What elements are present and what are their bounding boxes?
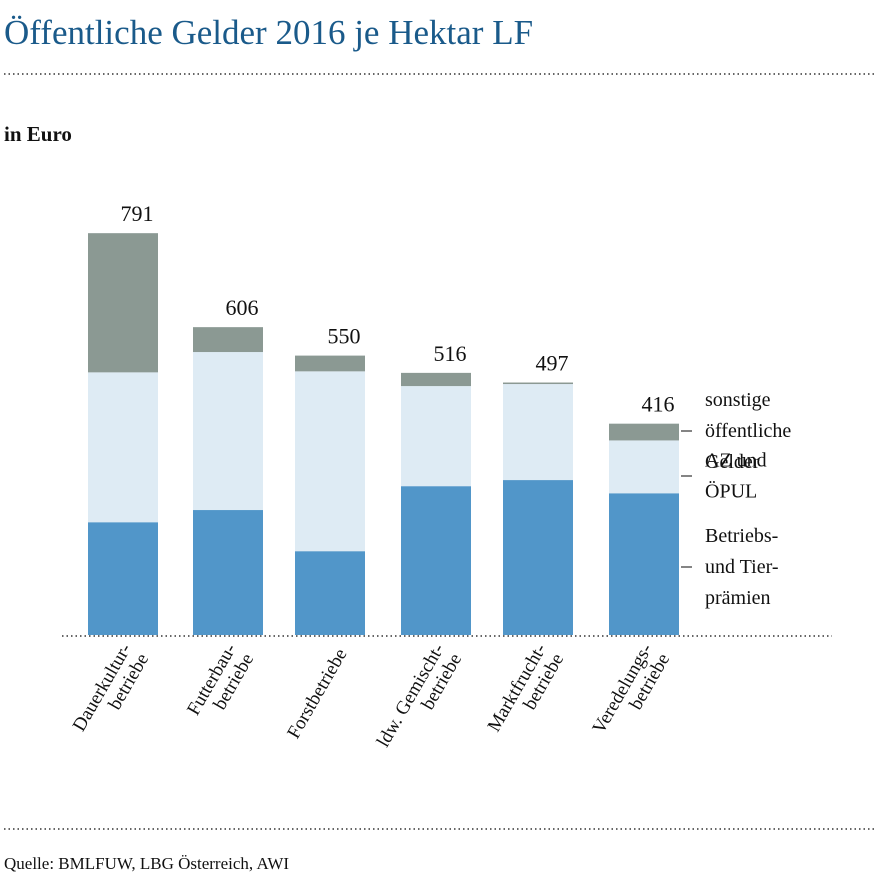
bar-segment [503,382,573,385]
bar-segment [503,480,573,635]
bar-segment [88,372,158,523]
bar-segment [193,352,263,511]
bar-segment [401,486,471,635]
x-tick-label: Futterbau-betriebe [183,640,258,729]
total-label: 606 [226,295,259,320]
chart-title: Öffentliche Gelder 2016 je Hektar LF [4,13,533,52]
x-tick-label: Forstbetriebe [283,645,351,742]
bar-segment [193,510,263,635]
bar-segment [193,327,263,353]
x-tick-label: ldw. Gemischt-betriebe [373,640,466,761]
total-label: 550 [328,324,361,349]
legend-label: ÖPUL [705,480,757,503]
bar-segment [609,423,679,441]
legend-label: sonstige [705,389,771,411]
bar-segment [295,355,365,372]
legend-label: Gelder [705,451,760,473]
legend-label: Betriebs- [705,525,778,547]
source: Quelle: BMLFUW, LBG Österreich, AWI [4,854,289,873]
unit-label: in Euro [4,122,72,146]
total-label: 791 [121,201,154,226]
total-label: 497 [536,351,569,376]
total-label: 416 [642,392,675,417]
legend-label: AZ und [705,450,767,472]
legend-label: öffentliche [705,420,791,442]
x-tick-label: Marktfrucht-betriebe [484,640,569,745]
bar-segment [295,551,365,635]
bar-segment [503,384,573,481]
bar-segment [88,233,158,373]
bar-segment [401,372,471,387]
x-tick-label-line: Forstbetriebe [283,645,351,742]
bar-segment [609,493,679,635]
legend-label: und Tier- [705,556,779,578]
bar-segment [295,371,365,552]
legend-label: prämien [705,587,771,609]
bar-segment [609,440,679,494]
x-tick-label: Veredelungs-betriebe [589,640,675,747]
bar-segment [88,522,158,635]
bar-segment [401,386,471,487]
x-tick-label: Dauerkultur-betriebe [69,640,153,745]
total-label: 516 [434,341,467,366]
